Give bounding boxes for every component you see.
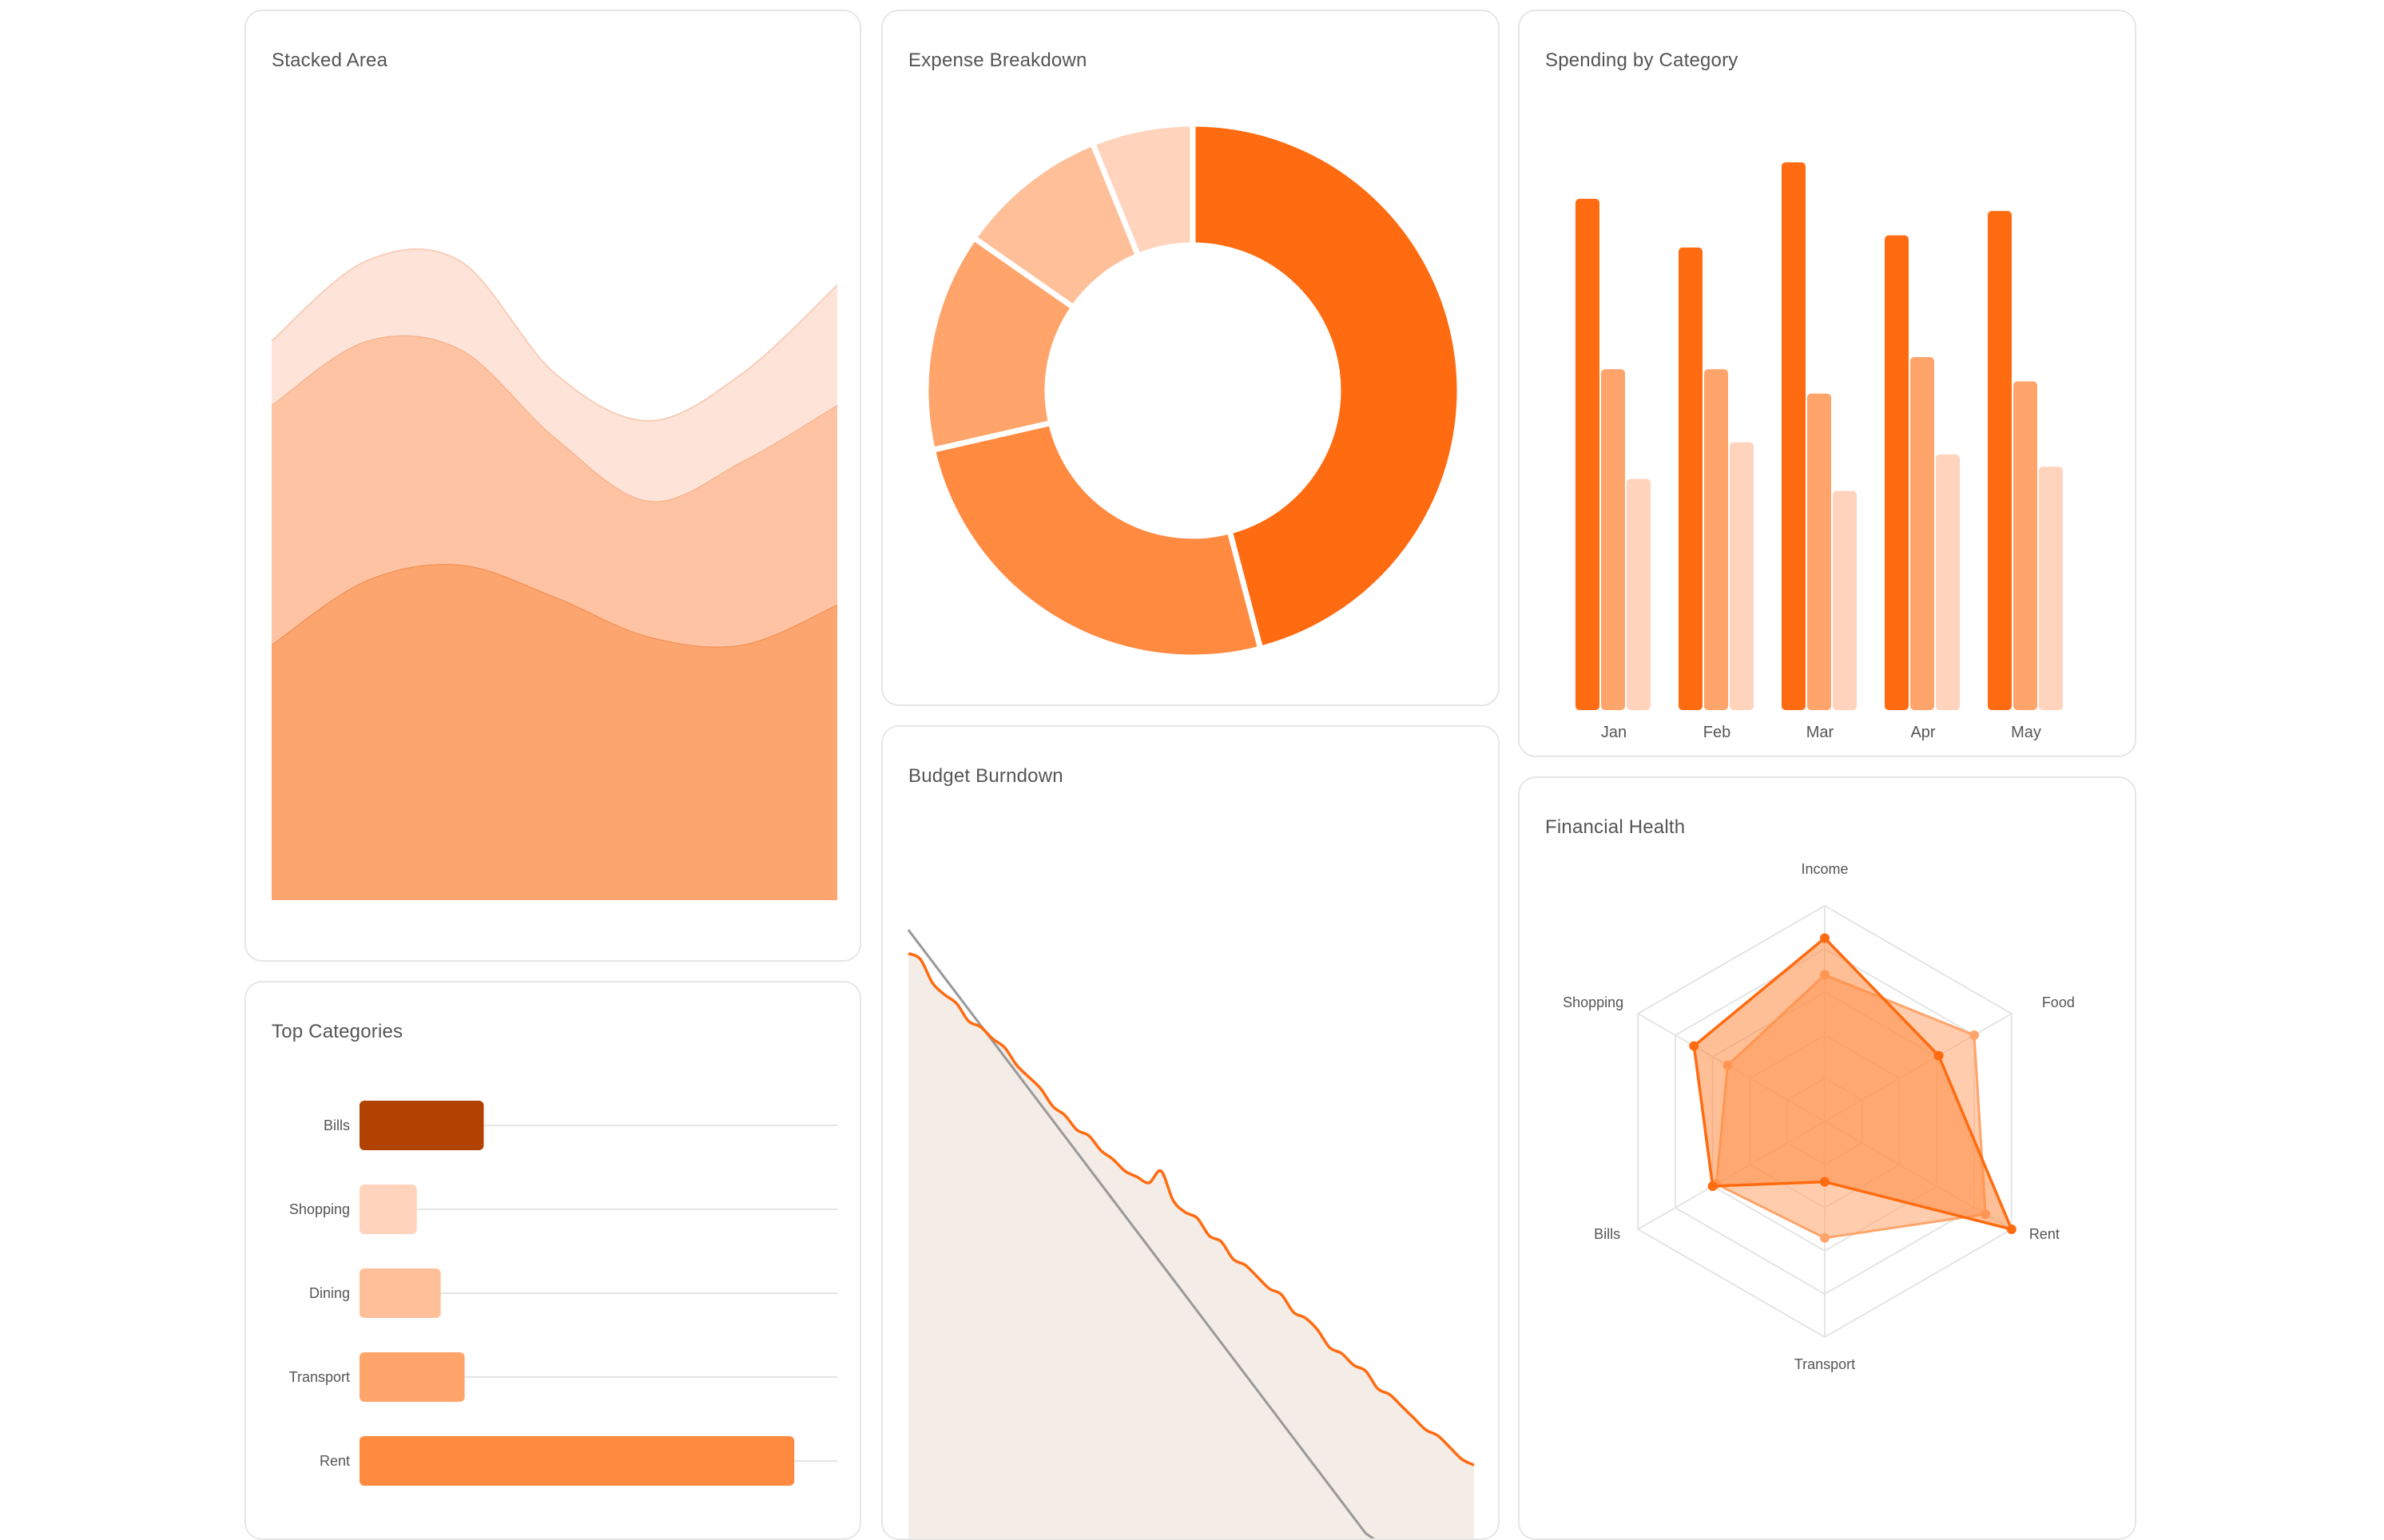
radar-point: [1933, 1050, 1944, 1061]
area-line-3: [271, 248, 838, 423]
radar-axis-label: Transport: [1794, 1356, 1855, 1372]
area-layer-2: [272, 335, 837, 647]
stacked-area-chart: [271, 248, 838, 900]
x-tick-label: Feb: [1703, 724, 1730, 741]
radar-axis-label: Food: [2042, 994, 2075, 1010]
bar-jan-s1: [1575, 198, 1599, 711]
card-title: Top Categories: [272, 1021, 403, 1042]
radar-point: [1820, 1177, 1830, 1187]
area-layer-3: [272, 248, 837, 502]
radar-point: [1689, 1041, 1699, 1051]
spending-bar-chart: Jan Feb Mar Apr May: [1575, 162, 2063, 741]
x-tick-label: Mar: [1806, 724, 1834, 741]
y-tick-label: Dining: [309, 1285, 350, 1301]
expense-donut-chart: [923, 121, 1463, 661]
ideal-line: [907, 929, 1376, 1538]
radar-axis-label: Shopping: [1563, 994, 1623, 1010]
donut-slice-5: [1090, 121, 1196, 259]
hbar-shopping: [360, 1185, 417, 1234]
donut-slice-2: [929, 419, 1264, 661]
hbar-transport: [360, 1352, 465, 1402]
radar-axis-label: Income: [1801, 861, 1848, 877]
bar-feb-s3: [1730, 442, 1754, 710]
burndown-chart: [907, 929, 1475, 1538]
actual-line: [908, 951, 1475, 1467]
bar-feb-s2: [1704, 369, 1728, 710]
bar-may-s2: [2013, 381, 2037, 710]
bar-mar-s2: [1807, 393, 1831, 710]
bar-apr-s1: [1885, 235, 1909, 710]
bar-apr-s3: [1936, 454, 1960, 710]
hbar-dining: [360, 1268, 441, 1318]
bar-apr-s2: [1910, 357, 1934, 710]
financial-health-radar: Income Food Rent Transport Bills Shopping: [1563, 861, 2075, 1372]
card-top-categories: Top Categories Bills Shopping Dining Transp…: [244, 981, 861, 1540]
radar-point: [1820, 1232, 1830, 1243]
y-tick-label: Transport: [289, 1369, 350, 1385]
bar-feb-s1: [1679, 247, 1703, 710]
card-title: Expense Breakdown: [908, 50, 1087, 71]
burndown-area: [908, 953, 1474, 1538]
card-title: Spending by Category: [1545, 50, 1738, 71]
card-title: Financial Health: [1545, 816, 1686, 838]
radar-axis-label: Bills: [1594, 1226, 1620, 1242]
radar-point: [1969, 1030, 1980, 1040]
card-expense-breakdown: Expense Breakdown: [881, 10, 1500, 706]
area-layer-1: [272, 564, 837, 900]
card-stacked-area: Stacked Area: [244, 10, 861, 962]
y-tick-label: Shopping: [289, 1201, 350, 1217]
radar-point: [1707, 1181, 1718, 1191]
radar-point: [2006, 1224, 2016, 1234]
bar-mar-s1: [1782, 162, 1806, 710]
donut-slice-1: [1190, 121, 1463, 652]
donut-slice-3: [923, 235, 1077, 453]
x-tick-label: Jan: [1601, 724, 1627, 741]
x-tick-label: Apr: [1910, 724, 1935, 741]
card-title: Budget Burndown: [908, 765, 1063, 787]
top-categories-chart: Bills Shopping Dining Transport Rent: [289, 1101, 837, 1486]
card-spending-by-category: Spending by Category Jan Feb Mar Apr May: [1518, 10, 2136, 757]
bar-mar-s3: [1833, 490, 1857, 710]
y-tick-label: Bills: [324, 1117, 350, 1133]
radar-point: [1820, 933, 1830, 943]
bar-may-s3: [2039, 466, 2063, 710]
card-budget-burndown: Budget Burndown: [881, 725, 1500, 1540]
card-title: Stacked Area: [272, 50, 388, 71]
card-financial-health: Financial Health Income Food Rent Transport…: [1518, 776, 2136, 1540]
bar-may-s1: [1988, 211, 2012, 710]
bar-jan-s2: [1601, 369, 1625, 710]
radar-axis-label: Rent: [2029, 1226, 2060, 1242]
hbar-bills: [360, 1101, 484, 1150]
x-tick-label: May: [2011, 724, 2041, 741]
y-tick-label: Rent: [320, 1453, 350, 1469]
bar-jan-s3: [1627, 478, 1651, 710]
hbar-rent: [360, 1436, 795, 1486]
